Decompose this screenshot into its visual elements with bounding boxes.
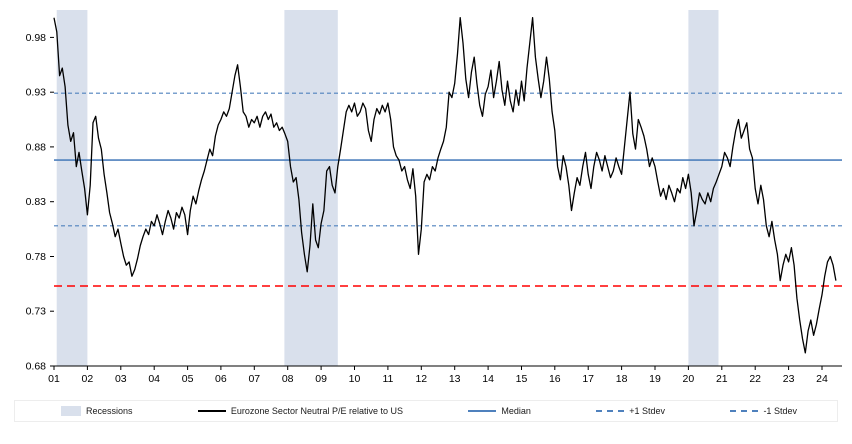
x-tick-label: 15 (516, 373, 528, 385)
x-tick-label: 01 (48, 373, 60, 385)
y-tick-label: 0.73 (26, 306, 47, 318)
legend-label-recessions: Recessions (86, 406, 133, 416)
y-tick-label: 0.68 (26, 361, 47, 373)
x-tick-label: 06 (215, 373, 227, 385)
legend-item-minus-1-stdev: -1 Stdev (730, 406, 797, 416)
x-tick-label: 10 (349, 373, 361, 385)
minus-1-stdev-swatch (730, 410, 759, 412)
legend-label-median: Median (501, 406, 531, 416)
legend-item-recessions: Recessions (61, 406, 133, 416)
x-tick-label: 04 (148, 373, 160, 385)
pe-ratio-line-chart: 01 02 03 04 05 06 07 08 09 10 11 12 13 14 15 16 17 18 19 20… (26, 10, 842, 385)
x-tick-label: 08 (282, 373, 294, 385)
legend-item-plus-1-stdev: +1 Stdev (596, 406, 665, 416)
x-tick-label: 05 (182, 373, 194, 385)
x-tick-label: 22 (749, 373, 761, 385)
x-tick-label: 03 (115, 373, 127, 385)
legend-item-median: Median (468, 406, 531, 416)
x-tick-label: 21 (716, 373, 728, 385)
legend-label-series: Eurozone Sector Neutral P/E relative to … (230, 406, 403, 416)
chart-legend: Recessions Eurozone Sector Neutral P/E r… (14, 400, 838, 422)
x-tick-label: 12 (415, 373, 427, 385)
x-tick-label: 09 (315, 373, 327, 385)
legend-label-minus-1-stdev: -1 Stdev (763, 406, 797, 416)
x-tick-label: 19 (649, 373, 661, 385)
y-tick-label: 0.83 (26, 196, 47, 208)
legend-item-series: Eurozone Sector Neutral P/E relative to … (197, 406, 403, 416)
y-tick-label: 0.98 (26, 32, 47, 44)
x-tick-label: 17 (582, 373, 594, 385)
x-tick-label: 18 (616, 373, 628, 385)
x-tick-label: 20 (683, 373, 695, 385)
x-tick-label: 24 (816, 373, 828, 385)
legend-label-plus-1-stdev: +1 Stdev (629, 406, 666, 416)
x-tick-label: 23 (783, 373, 795, 385)
plus-1-stdev-swatch (596, 410, 625, 412)
median-line-swatch (468, 410, 497, 412)
x-tick-label: 11 (382, 373, 393, 385)
x-tick-label: 14 (482, 373, 494, 385)
x-tick-label: 07 (248, 373, 260, 385)
x-tick-label: 13 (449, 373, 461, 385)
y-tick-label: 0.78 (26, 251, 47, 263)
recession-band (56, 10, 88, 366)
recession-band (284, 10, 338, 366)
x-tick-label: 16 (549, 373, 561, 385)
recession-band-swatch (61, 406, 81, 416)
y-tick-label: 0.88 (26, 141, 47, 153)
series-line-swatch (197, 410, 226, 412)
y-tick-label: 0.93 (26, 87, 47, 99)
x-tick-label: 02 (82, 373, 94, 385)
pe-series-line (53, 17, 837, 354)
